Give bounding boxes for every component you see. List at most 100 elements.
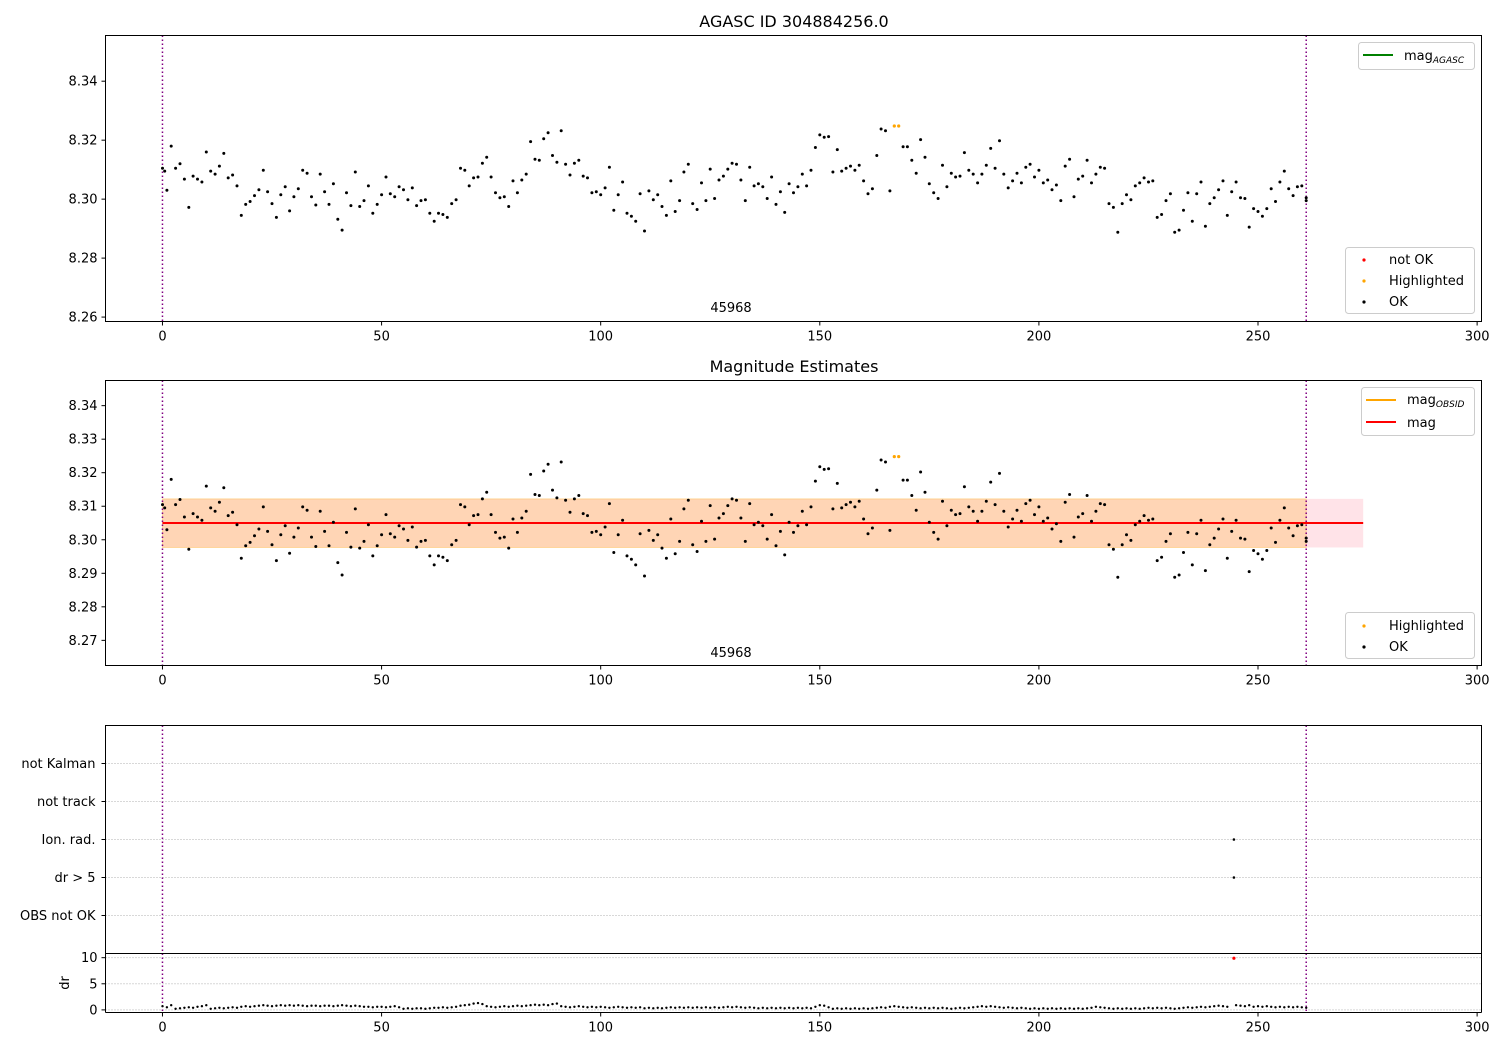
data-point-ok xyxy=(423,198,427,202)
data-point-ok xyxy=(678,539,682,543)
data-point-ok xyxy=(1015,508,1019,512)
dr-point xyxy=(1278,1005,1282,1008)
data-point-ok xyxy=(331,520,335,524)
dr-point xyxy=(257,1004,261,1007)
data-point-ok xyxy=(735,498,738,502)
data-point-ok xyxy=(774,544,778,548)
dr-point xyxy=(1142,1007,1146,1010)
dr-point xyxy=(739,1006,743,1009)
data-point-ok xyxy=(726,167,730,171)
data-point-ok xyxy=(713,537,717,541)
data-point-ok xyxy=(327,202,331,206)
dr-point xyxy=(262,1004,265,1007)
data-point-ok xyxy=(708,167,712,171)
data-point-ok xyxy=(1142,176,1146,180)
data-point-highlighted xyxy=(892,455,896,459)
legend-label-ok: OK xyxy=(1389,295,1408,310)
data-point-ok xyxy=(827,135,831,139)
data-point-ok xyxy=(647,528,651,532)
data-point-ok xyxy=(384,175,388,179)
data-point-ok xyxy=(323,190,327,194)
dr-point xyxy=(301,1004,304,1007)
data-point-ok xyxy=(1217,527,1221,531)
data-point-ok xyxy=(1076,177,1080,181)
data-point-ok xyxy=(310,195,313,199)
flag-category-label: not Kalman xyxy=(21,757,95,772)
dr-point xyxy=(428,1007,431,1010)
data-point-ok xyxy=(1243,197,1247,200)
dr-point xyxy=(726,1005,729,1008)
data-point-ok xyxy=(165,528,169,532)
x-tick-label: 200 xyxy=(1026,674,1051,689)
data-point-ok xyxy=(445,215,449,219)
data-point-ok xyxy=(1054,522,1058,526)
data-point-ok xyxy=(1199,518,1203,522)
data-point-ok xyxy=(292,535,296,539)
data-point-ok xyxy=(1252,549,1256,552)
data-point-ok xyxy=(1006,525,1010,529)
data-point-ok xyxy=(502,195,506,199)
data-point-ok xyxy=(257,527,261,531)
data-point-ok xyxy=(1142,514,1146,518)
data-point-ok xyxy=(844,503,848,507)
data-point-ok xyxy=(1260,214,1264,218)
data-point-ok xyxy=(507,205,511,208)
dr-point xyxy=(761,1006,764,1009)
data-point-ok xyxy=(419,539,423,543)
data-point-ok xyxy=(169,144,173,148)
data-point-ok xyxy=(1274,200,1277,203)
data-point-ok xyxy=(222,151,226,155)
data-point-ok xyxy=(932,191,936,195)
data-point-ok xyxy=(507,546,511,550)
data-point-ok xyxy=(1304,199,1308,203)
data-point-ok xyxy=(818,465,822,469)
y-tick-label: 8.29 xyxy=(69,567,98,582)
data-point-ok xyxy=(599,193,603,197)
dr-point xyxy=(1287,1005,1290,1008)
data-point-ok xyxy=(410,525,414,529)
data-point-ok xyxy=(1208,543,1212,547)
data-point-highlighted xyxy=(897,455,901,459)
data-point-ok xyxy=(432,219,436,223)
dr-point xyxy=(717,1006,721,1009)
data-point-ok xyxy=(1147,518,1150,522)
data-point-ok xyxy=(340,573,344,577)
dr-point xyxy=(525,1004,528,1007)
data-point-ok xyxy=(599,533,603,537)
dr-point xyxy=(419,1007,423,1010)
dr-point xyxy=(1195,1006,1198,1009)
x-tick-label: 150 xyxy=(807,674,832,689)
dr-point xyxy=(884,1006,887,1009)
data-point-ok xyxy=(1120,543,1124,547)
dr-point xyxy=(647,1006,651,1009)
data-point-ok xyxy=(941,499,944,503)
data-point-ok xyxy=(739,178,743,182)
data-point-ok xyxy=(1203,569,1207,573)
data-point-ok xyxy=(862,179,866,183)
dr-point xyxy=(402,1007,405,1010)
x-tick-label: 100 xyxy=(588,330,613,345)
data-point-ok xyxy=(783,553,787,557)
data-point-ok xyxy=(901,478,905,482)
data-point-ok xyxy=(967,168,971,172)
legend-lower: not OK Highlighted OK xyxy=(1345,247,1475,314)
y-tick-label: 8.26 xyxy=(69,311,98,326)
data-point-ok xyxy=(1221,179,1225,183)
data-point-ok xyxy=(494,530,497,534)
data-point-ok xyxy=(923,490,927,494)
dr-point xyxy=(218,1006,221,1009)
data-point-ok xyxy=(849,164,852,168)
y-tick-label: 8.28 xyxy=(69,252,98,267)
dr-point xyxy=(853,1007,857,1010)
dr-point xyxy=(485,1005,488,1008)
data-point-ok xyxy=(546,131,550,135)
dr-point xyxy=(744,1006,747,1009)
dr-point xyxy=(1274,1006,1277,1009)
data-point-ok xyxy=(1278,518,1282,522)
data-point-ok xyxy=(813,479,817,483)
data-point-ok xyxy=(612,551,616,554)
data-point-ok xyxy=(279,533,283,537)
data-point-ok xyxy=(980,172,984,176)
data-point-ok xyxy=(1059,199,1063,203)
data-point-ok xyxy=(870,187,874,191)
